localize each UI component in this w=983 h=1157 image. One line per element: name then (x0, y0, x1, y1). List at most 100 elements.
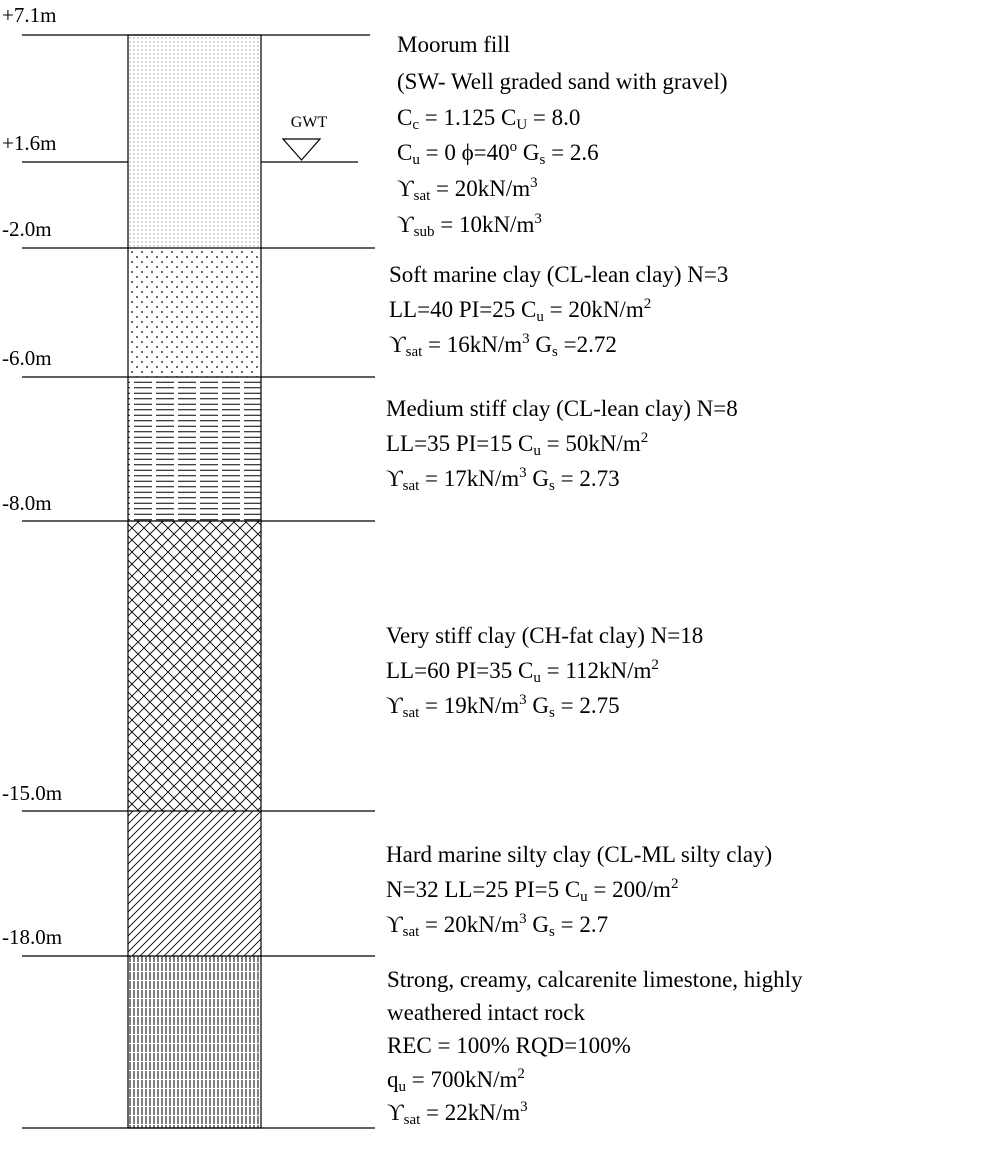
text-run: G (517, 140, 539, 165)
text-run: ϒ (386, 466, 403, 491)
text-run: = 200/m (588, 877, 671, 902)
subscript: sat (406, 344, 423, 360)
layer-pattern (128, 35, 261, 248)
subscript: sat (414, 188, 431, 204)
text-run: weathered intact rock (387, 1000, 585, 1025)
subscript: sat (403, 705, 420, 721)
text-run: = 0 ϕ=40 (420, 140, 510, 165)
superscript: 2 (517, 1066, 525, 1082)
text-run: C (397, 105, 412, 130)
superscript: 3 (519, 911, 527, 927)
subscript: u (533, 443, 541, 459)
text-run: = 50kN/m (541, 431, 641, 456)
layer-description: N=32 LL=25 PI=5 Cu = 200/m2 (386, 876, 678, 905)
text-run: = 2.6 (545, 140, 598, 165)
superscript: 2 (651, 657, 659, 673)
subscript: U (516, 117, 527, 133)
text-run: ϒ (397, 212, 414, 237)
elevation-label: -8.0m (2, 491, 52, 515)
layer-description: Cu = 0 ϕ=40o Gs = 2.6 (397, 139, 599, 168)
superscript: 3 (520, 1099, 528, 1115)
text-run: LL=60 PI=35 C (386, 658, 533, 683)
text-run: G (527, 466, 549, 491)
text-run: (SW- Well graded sand with gravel) (397, 69, 728, 94)
layer-description: Strong, creamy, calcarenite limestone, h… (387, 967, 803, 992)
elevation-label: +1.6m (2, 131, 56, 155)
text-run: = 8.0 (527, 105, 580, 130)
text-run: = 20kN/m (544, 297, 644, 322)
text-run: = 1.125 C (419, 105, 516, 130)
text-run: C (397, 140, 412, 165)
layer-description: ϒsat = 22kN/m3 (387, 1099, 528, 1128)
text-run: = 19kN/m (419, 693, 519, 718)
subscript: s (549, 478, 555, 494)
layer-pattern (128, 956, 261, 1128)
layer-description: LL=35 PI=15 Cu = 50kN/m2 (386, 430, 648, 459)
text-run: Moorum fill (397, 32, 510, 57)
layer-pattern (128, 521, 261, 811)
layer-description: Soft marine clay (CL-lean clay) N=3 (389, 262, 728, 287)
text-run: ϒ (387, 1100, 404, 1125)
text-run: ϒ (389, 332, 406, 357)
gwt-label: GWT (291, 114, 328, 131)
text-run: LL=40 PI=25 C (389, 297, 536, 322)
superscript: 2 (644, 296, 652, 312)
text-run: Medium stiff clay (CL-lean clay) N=8 (386, 396, 738, 421)
text-run: ϒ (386, 912, 403, 937)
text-run: = 2.75 (555, 693, 620, 718)
text-run: = 2.7 (555, 912, 608, 937)
layer-description: qu = 700kN/m2 (387, 1066, 525, 1095)
superscript: 2 (671, 876, 679, 892)
layer-description: LL=40 PI=25 Cu = 20kN/m2 (389, 296, 651, 325)
superscript: 3 (519, 692, 527, 708)
text-run: = 20kN/m (430, 176, 530, 201)
layer-description: (SW- Well graded sand with gravel) (397, 69, 728, 94)
layer-pattern (128, 248, 261, 377)
layer-description: ϒsat = 19kN/m3 Gs = 2.75 (386, 692, 620, 721)
layer-fills (128, 35, 261, 1128)
layer-description: ϒsat = 16kN/m3 Gs =2.72 (389, 331, 617, 360)
subscript: s (552, 344, 558, 360)
text-run: N=32 LL=25 PI=5 C (386, 877, 580, 902)
subscript: u (399, 1079, 407, 1095)
layer-description: weathered intact rock (387, 1000, 585, 1025)
elevation-label: -6.0m (2, 346, 52, 370)
text-run: Soft marine clay (CL-lean clay) N=3 (389, 262, 728, 287)
superscript: 3 (534, 211, 542, 227)
elevation-label: +7.1m (2, 3, 56, 27)
superscript: 3 (530, 175, 538, 191)
subscript: u (412, 152, 420, 168)
text-run: G (530, 332, 552, 357)
text-run: Very stiff clay (CH-fat clay) N=18 (386, 623, 703, 648)
layer-description: Cc = 1.125 CU = 8.0 (397, 105, 580, 133)
layer-description: Moorum fill (397, 32, 510, 57)
text-run: LL=35 PI=15 C (386, 431, 533, 456)
text-run: REC = 100% RQD=100% (387, 1033, 631, 1058)
text-run: = 112kN/m (541, 658, 652, 683)
text-run: = 20kN/m (419, 912, 519, 937)
layer-description: ϒsub = 10kN/m3 (397, 211, 542, 240)
text-run: = 17kN/m (419, 466, 519, 491)
superscript: 2 (641, 430, 649, 446)
subscript: u (536, 309, 544, 325)
subscript: sub (414, 224, 435, 240)
layer-pattern (128, 811, 261, 956)
layer-description: ϒsat = 17kN/m3 Gs = 2.73 (386, 465, 620, 494)
elevation-label: -2.0m (2, 217, 52, 241)
superscript: 3 (519, 465, 527, 481)
text-run: = 2.73 (555, 466, 620, 491)
text-run: =2.72 (558, 332, 617, 357)
layer-pattern (128, 377, 261, 521)
gwt-symbol (281, 138, 322, 161)
text-run: q (387, 1067, 399, 1092)
text-run: G (527, 912, 549, 937)
layer-description: ϒsat = 20kN/m3 (397, 175, 538, 204)
subscript: c (412, 117, 419, 133)
text-run: = 22kN/m (420, 1100, 520, 1125)
layer-description: Hard marine silty clay (CL-ML silty clay… (386, 842, 772, 867)
superscript: 3 (522, 331, 530, 347)
layer-description: Very stiff clay (CH-fat clay) N=18 (386, 623, 703, 648)
text-run: ϒ (386, 693, 403, 718)
subscript: s (549, 924, 555, 940)
subscript: s (540, 152, 546, 168)
